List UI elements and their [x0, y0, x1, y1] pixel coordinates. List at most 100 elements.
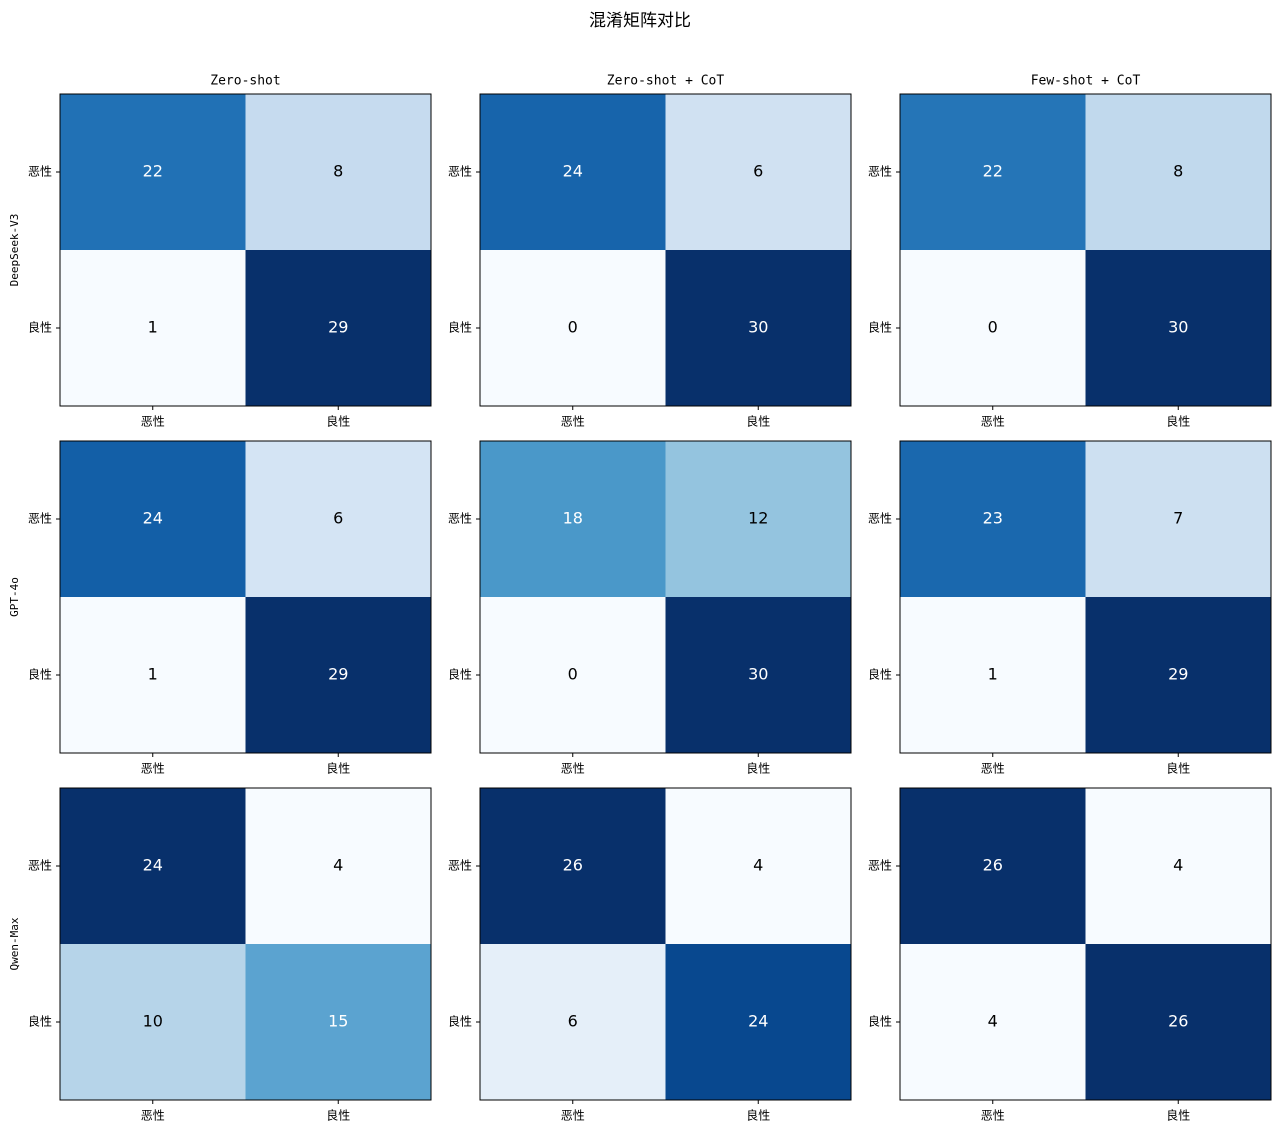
cell-value-label: 23: [983, 509, 1003, 528]
y-tick-label: 恶性: [448, 512, 472, 526]
row-label: DeepSeek-V3: [8, 214, 21, 287]
cell-value-label: 26: [983, 856, 1003, 875]
cell-value-label: 6: [333, 509, 343, 528]
y-tick-label: 良性: [868, 320, 892, 335]
x-tick-label: 良性: [1166, 414, 1190, 429]
heatmap-cell: [665, 94, 851, 250]
column-title: Zero-shot + CoT: [607, 74, 725, 89]
cell-value-label: 6: [753, 162, 763, 181]
heatmap-cell: [480, 944, 666, 1100]
cell-value-label: 26: [563, 856, 583, 875]
cell-value-label: 30: [748, 665, 768, 684]
heatmap-cell: [480, 94, 666, 250]
x-tick-label: 恶性: [561, 415, 585, 429]
cell-value-label: 29: [328, 318, 348, 337]
heatmap-cell: [665, 788, 851, 944]
heatmap-cell: [665, 250, 851, 406]
heatmap-cell: [245, 944, 431, 1100]
heatmap-cell: [900, 441, 1086, 597]
panel-frame: [59, 787, 432, 1101]
cell-value-label: 8: [333, 162, 343, 181]
cell-value-label: 22: [143, 162, 163, 181]
cell-value-label: 24: [143, 509, 163, 528]
panel-frame: [899, 787, 1272, 1101]
panel-frame: [479, 93, 852, 407]
heatmap-cell: [60, 94, 246, 250]
heatmap-cell: [900, 250, 1086, 406]
heatmap-cell: [480, 788, 666, 944]
heatmap-cell: [245, 597, 431, 753]
heatmap-cell: [900, 94, 1086, 250]
cell-value-label: 7: [1173, 509, 1183, 528]
heatmap-cell: [1085, 788, 1271, 944]
cell-value-label: 30: [1168, 318, 1188, 337]
row-label: Qwen-Max: [8, 917, 21, 970]
y-tick-label: 良性: [28, 1014, 52, 1029]
x-tick-label: 良性: [1166, 1108, 1190, 1123]
heatmap-cell: [480, 441, 666, 597]
heatmap-cell: [60, 788, 246, 944]
cell-value-label: 18: [563, 509, 583, 528]
heatmap-cell: [665, 944, 851, 1100]
x-tick-label: 恶性: [561, 762, 585, 776]
cell-value-label: 1: [148, 665, 158, 684]
cell-value-label: 0: [568, 665, 578, 684]
panel-frame: [59, 440, 432, 754]
cell-value-label: 8: [1173, 162, 1183, 181]
cell-value-label: 24: [748, 1012, 768, 1031]
heatmap-cell: [480, 597, 666, 753]
cell-value-label: 10: [143, 1012, 163, 1031]
cell-value-label: 6: [568, 1012, 578, 1031]
x-tick-label: 恶性: [981, 415, 1005, 429]
heatmap-cell: [60, 944, 246, 1100]
panel-frame: [479, 440, 852, 754]
heatmap-cell: [480, 250, 666, 406]
cell-value-label: 4: [333, 856, 343, 875]
y-tick-label: 良性: [868, 667, 892, 682]
y-tick-label: 良性: [448, 1014, 472, 1029]
heatmap-cell: [1085, 944, 1271, 1100]
cell-value-label: 4: [988, 1012, 998, 1031]
y-tick-label: 恶性: [28, 859, 52, 873]
heatmap-cell: [60, 250, 246, 406]
y-tick-label: 良性: [28, 667, 52, 682]
cell-value-label: 0: [988, 318, 998, 337]
cell-value-label: 15: [328, 1012, 348, 1031]
cell-value-label: 4: [753, 856, 763, 875]
panel-frame: [899, 440, 1272, 754]
cell-value-label: 26: [1168, 1012, 1188, 1031]
x-tick-label: 良性: [1166, 761, 1190, 776]
heatmap-cell: [60, 441, 246, 597]
x-tick-label: 良性: [326, 761, 350, 776]
y-tick-label: 恶性: [868, 859, 892, 873]
heatmap-cell: [245, 250, 431, 406]
y-tick-label: 良性: [448, 320, 472, 335]
y-tick-label: 恶性: [448, 165, 472, 179]
cell-value-label: 12: [748, 509, 768, 528]
x-tick-label: 良性: [746, 414, 770, 429]
column-title: Zero-shot: [210, 74, 280, 89]
x-tick-label: 恶性: [561, 1109, 585, 1123]
cell-value-label: 24: [563, 162, 583, 181]
y-tick-label: 恶性: [448, 859, 472, 873]
cell-value-label: 22: [983, 162, 1003, 181]
x-tick-label: 良性: [746, 761, 770, 776]
y-tick-label: 良性: [448, 667, 472, 682]
cell-value-label: 30: [748, 318, 768, 337]
heatmap-cell: [1085, 250, 1271, 406]
y-tick-label: 恶性: [28, 165, 52, 179]
cell-value-label: 1: [148, 318, 158, 337]
cell-value-label: 29: [1168, 665, 1188, 684]
cell-value-label: 29: [328, 665, 348, 684]
heatmap-cell: [665, 597, 851, 753]
y-tick-label: 恶性: [868, 512, 892, 526]
row-label: GPT-4o: [8, 577, 21, 617]
heatmap-cell: [245, 788, 431, 944]
